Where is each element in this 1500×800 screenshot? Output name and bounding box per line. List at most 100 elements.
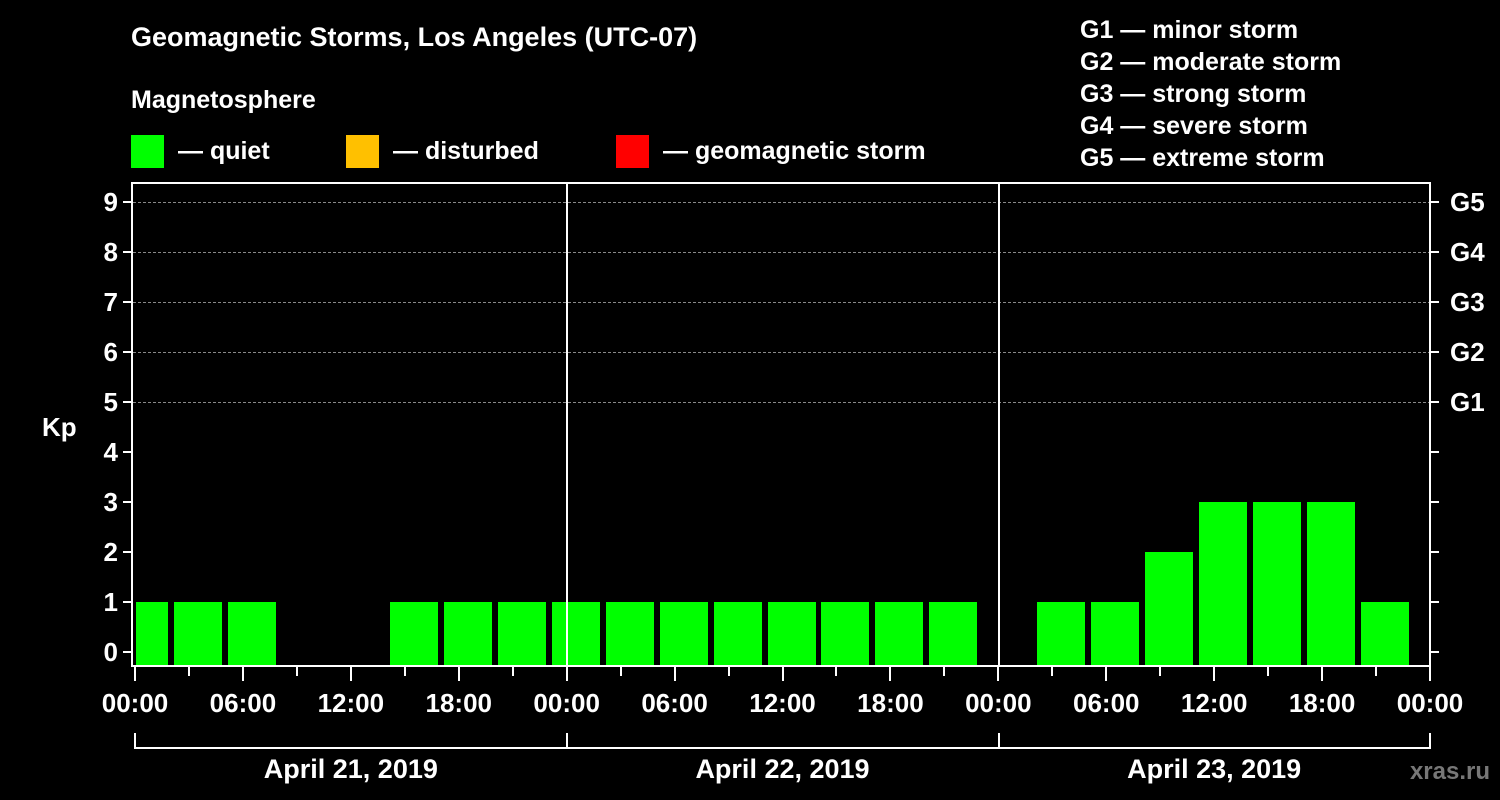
x-tick	[295, 667, 298, 676]
x-tick	[1105, 667, 1108, 681]
legend-storm-label: — geomagnetic storm	[663, 136, 926, 165]
chart-subtitle: Magnetosphere	[131, 86, 316, 114]
kp-bar	[767, 602, 816, 665]
x-tick	[1321, 667, 1324, 681]
date-label: April 22, 2019	[695, 754, 870, 784]
y-tick-label: 2	[103, 537, 118, 567]
x-tick-label: 12:00	[749, 688, 816, 718]
date-bracket	[135, 747, 1430, 749]
kp-bar	[1361, 602, 1410, 665]
storm-scale-g4: G4 — severe storm	[1080, 112, 1308, 140]
kp-bar	[659, 602, 708, 665]
day-separator	[998, 182, 1000, 667]
y-tick	[123, 501, 131, 503]
x-tick	[511, 667, 514, 676]
kp-bar	[821, 602, 870, 665]
storm-scale-g1: G1 — minor storm	[1080, 16, 1299, 44]
y-tick-right	[1431, 351, 1439, 353]
kp-bar	[497, 602, 546, 665]
plot-frame	[131, 182, 1431, 667]
date-bracket-tick	[566, 733, 568, 749]
y-tick-right	[1431, 301, 1439, 303]
storm-swatch-icon	[616, 134, 649, 168]
y-tick-right	[1431, 401, 1439, 403]
storm-scale-g2: G2 — moderate storm	[1080, 48, 1342, 76]
y-tick	[123, 251, 131, 253]
x-tick-label: 00:00	[101, 688, 169, 718]
date-label: April 21, 2019	[263, 754, 438, 784]
x-tick	[781, 667, 784, 681]
g-scale-label: G1	[1450, 387, 1485, 417]
gridline	[133, 252, 1431, 253]
kp-bar	[713, 602, 762, 665]
kp-bar	[136, 602, 168, 665]
date-bracket-tick	[998, 733, 1000, 749]
x-tick	[673, 667, 676, 681]
kp-bar	[389, 602, 438, 665]
y-tick-right	[1431, 601, 1439, 603]
legend-quiet-label: — quiet	[178, 136, 270, 165]
y-tick-label: 7	[103, 287, 118, 317]
x-tick	[187, 667, 190, 676]
x-tick	[943, 667, 946, 676]
quiet-swatch-icon	[131, 134, 164, 168]
x-tick	[997, 667, 1000, 681]
y-tick-right	[1431, 451, 1439, 453]
y-tick	[123, 451, 131, 453]
gridline	[133, 202, 1431, 203]
storm-scale-g5: G5 — extreme storm	[1080, 144, 1325, 172]
storm-scale-legend: G1 — minor storm G2 — moderate storm G3 …	[1080, 14, 1341, 174]
kp-bar	[929, 602, 978, 665]
chart-title: Geomagnetic Storms, Los Angeles (UTC-07)	[131, 22, 698, 52]
kp-bar	[173, 602, 222, 665]
legend-storm: — geomagnetic storm	[616, 134, 926, 168]
x-tick	[889, 667, 892, 681]
y-tick-right	[1431, 251, 1439, 253]
x-tick	[619, 667, 622, 676]
x-tick	[1159, 667, 1162, 676]
x-tick	[349, 667, 352, 681]
storm-scale-g3: G3 — strong storm	[1080, 80, 1307, 108]
x-tick	[457, 667, 460, 681]
x-tick-label: 18:00	[857, 688, 924, 718]
x-tick	[403, 667, 406, 676]
kp-bar	[875, 602, 924, 665]
y-tick-right	[1431, 551, 1439, 553]
x-tick-label: 00:00	[533, 688, 600, 718]
y-tick-label: 0	[103, 637, 118, 667]
x-tick	[565, 667, 568, 681]
y-tick	[123, 651, 131, 653]
x-tick	[727, 667, 730, 676]
legend-disturbed-label: — disturbed	[393, 136, 539, 165]
y-tick	[123, 401, 131, 403]
kp-bar	[1091, 602, 1140, 665]
x-tick	[241, 667, 244, 681]
x-tick	[1213, 667, 1216, 681]
x-tick-label: 00:00	[965, 688, 1032, 718]
kp-bar	[551, 602, 600, 665]
y-tick-label: 9	[103, 187, 118, 217]
kp-bar	[1037, 602, 1086, 665]
y-tick-label: 6	[103, 337, 118, 367]
gridline	[133, 302, 1431, 303]
disturbed-swatch-icon	[346, 134, 379, 168]
x-tick	[1375, 667, 1378, 676]
y-tick	[123, 601, 131, 603]
g-scale-label: G4	[1450, 237, 1485, 267]
x-tick	[1267, 667, 1270, 676]
x-tick	[134, 667, 136, 681]
y-tick-label: 8	[103, 237, 118, 267]
y-tick-label: 4	[103, 437, 118, 467]
x-tick-label: 00:00	[1396, 688, 1464, 718]
y-tick-right	[1431, 501, 1439, 503]
legend-quiet: — quiet	[131, 134, 270, 168]
y-tick	[123, 301, 131, 303]
g-scale-label: G3	[1450, 287, 1485, 317]
g-scale-label: G2	[1450, 337, 1485, 367]
x-tick	[1051, 667, 1054, 676]
kp-bar	[1253, 502, 1302, 665]
date-bracket-tick	[134, 733, 136, 749]
y-tick	[123, 351, 131, 353]
x-tick-label: 18:00	[1288, 688, 1356, 718]
kp-bar	[227, 602, 276, 665]
